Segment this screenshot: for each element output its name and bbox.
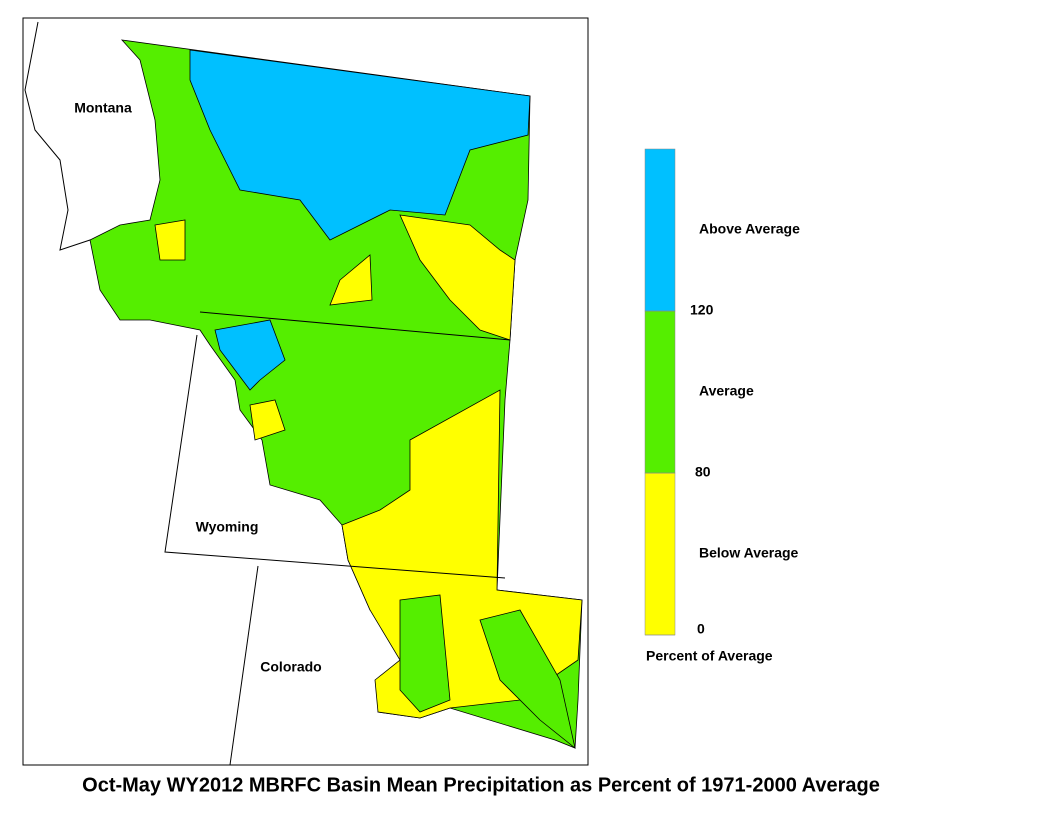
legend-tick-label: 80 bbox=[695, 464, 711, 480]
basins bbox=[89, 39, 583, 750]
montana-border bbox=[24, 21, 91, 251]
wyoming-border bbox=[164, 334, 506, 579]
legend-swatch bbox=[644, 310, 676, 474]
legend-swatch bbox=[644, 148, 676, 312]
montana-wyoming-border bbox=[199, 311, 511, 341]
state-label: Colorado bbox=[260, 659, 321, 675]
basin-region bbox=[399, 594, 451, 713]
legend-label: Above Average bbox=[699, 221, 800, 237]
basin-region bbox=[249, 399, 286, 441]
basin-region bbox=[189, 49, 531, 241]
basin-region bbox=[329, 254, 373, 306]
basin-region bbox=[479, 609, 576, 750]
legend-title: Percent of Average bbox=[646, 648, 773, 664]
legend-tick-label: 0 bbox=[697, 621, 705, 637]
state-label: Montana bbox=[74, 100, 132, 116]
state-label: Wyoming bbox=[196, 519, 259, 535]
legend-swatch bbox=[644, 472, 676, 636]
basin-region bbox=[154, 219, 186, 261]
basin-region bbox=[214, 319, 286, 391]
map-title: Oct-May WY2012 MBRFC Basin Mean Precipit… bbox=[82, 774, 880, 796]
legend-tick-label: 120 bbox=[690, 302, 714, 318]
legend-label: Below Average bbox=[699, 545, 799, 561]
legend-label: Average bbox=[699, 383, 754, 399]
colorado-border bbox=[229, 565, 259, 766]
